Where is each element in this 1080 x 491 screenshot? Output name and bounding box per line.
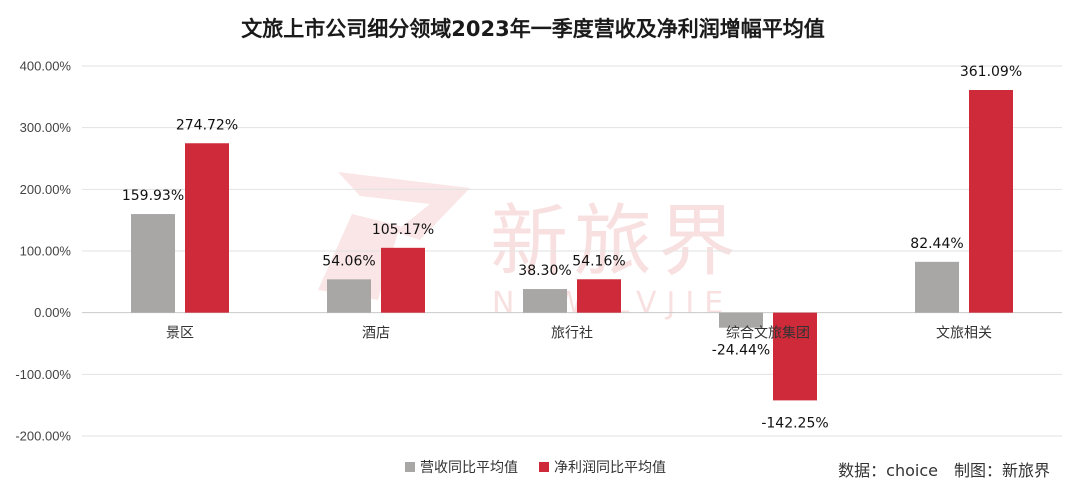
bar-profit [969, 89, 1013, 313]
bar-revenue [523, 289, 567, 313]
legend-label-profit: 净利润同比平均值 [554, 460, 666, 476]
legend-swatch-revenue [405, 462, 415, 472]
legend: 营收同比平均值 净利润同比平均值 [405, 460, 666, 476]
gridlines [82, 65, 1062, 437]
legend-swatch-profit [539, 462, 549, 472]
bar-revenue [327, 279, 371, 313]
data-label-profit: 105.17% [372, 222, 434, 238]
legend-label-revenue: 营收同比平均值 [420, 460, 518, 476]
category-label: 综合文旅集团 [726, 325, 810, 342]
category-labels: 景区 酒店 旅行社 综合文旅集团 文旅相关 [166, 325, 992, 342]
category-label: 文旅相关 [936, 326, 992, 342]
source-note: 数据：choice 制图：新旅界 [838, 461, 1050, 480]
category-label: 旅行社 [551, 326, 593, 342]
y-tick-label: -100.00% [15, 367, 71, 382]
category-label: 景区 [166, 326, 194, 342]
chart-title: 文旅上市公司细分领域2023年一季度营收及净利润增幅平均值 [241, 17, 824, 41]
y-tick-label: 200.00% [20, 182, 72, 197]
data-label-revenue: 159.93% [122, 188, 184, 204]
watermark-logo-icon [318, 172, 470, 300]
y-tick-label: 0.00% [34, 305, 71, 320]
data-label-revenue: 82.44% [910, 236, 963, 252]
y-axis-ticks: 400.00% 300.00% 200.00% 100.00% 0.00% -100.00… [15, 59, 71, 444]
y-tick-label: 400.00% [20, 59, 72, 74]
bar-profit [185, 143, 229, 313]
bar-profit [381, 247, 425, 313]
data-label-profit: 54.16% [572, 253, 625, 269]
y-tick-label: 100.00% [20, 244, 72, 259]
data-labels: 159.93% 274.72% 54.06% 105.17% 38.30%54.16% -… [122, 64, 1022, 431]
data-label-revenue: 54.06% [322, 253, 375, 269]
data-label-revenue: 38.30% [518, 263, 571, 279]
watermark-cn: 新旅界 [490, 197, 742, 287]
data-label-revenue: -24.44% [712, 343, 770, 359]
y-tick-label: -200.00% [15, 429, 71, 444]
y-tick-label: 300.00% [20, 120, 72, 135]
bar-revenue [915, 261, 959, 313]
bar-revenue [719, 312, 763, 328]
data-label-profit: -142.25% [761, 415, 828, 431]
bar-profit [773, 312, 817, 401]
data-label-profit: 361.09% [960, 64, 1022, 80]
bar-revenue [131, 214, 175, 313]
category-label: 酒店 [362, 326, 390, 342]
bar-profit [577, 279, 621, 313]
data-label-profit: 274.72% [176, 117, 238, 133]
bars [131, 89, 1013, 401]
